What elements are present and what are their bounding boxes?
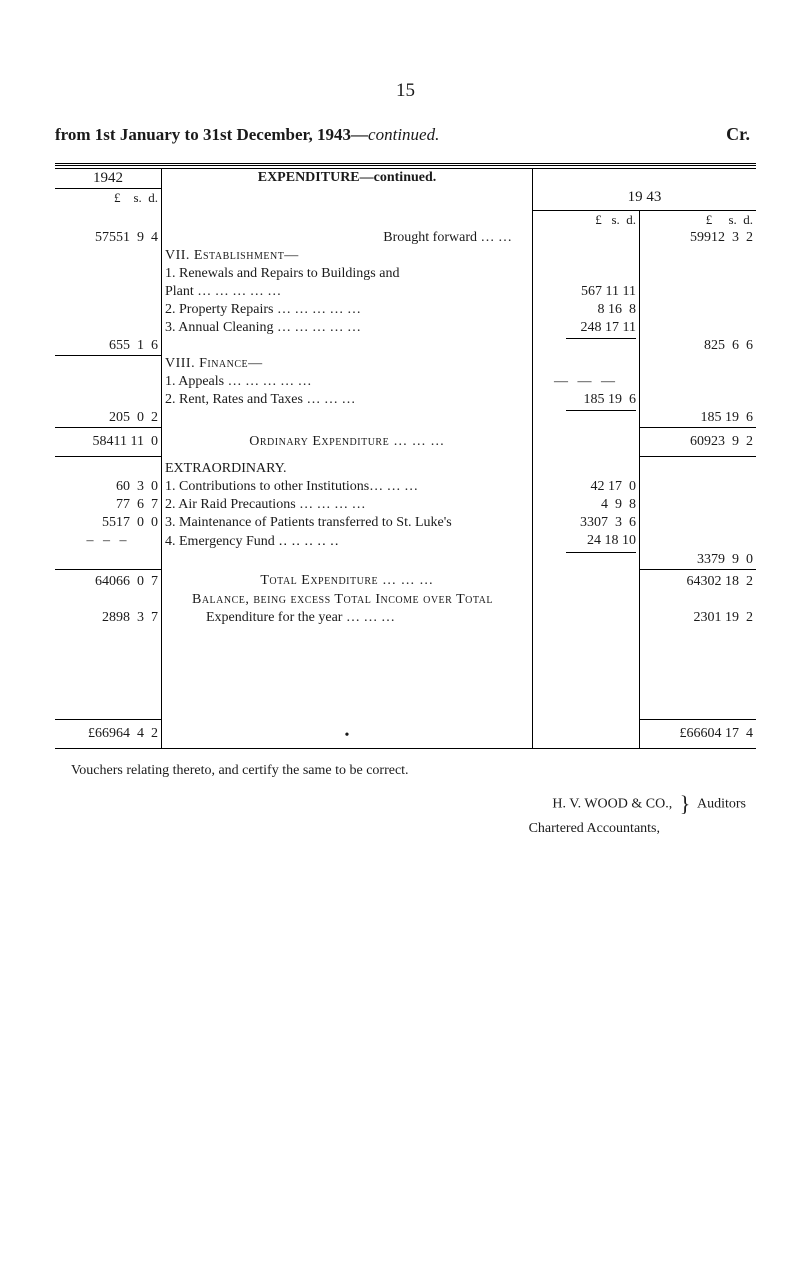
- amt-l-10: 2898 3 7: [55, 609, 162, 627]
- title-prefix: from 1st January to 31st December, 1943—: [55, 125, 368, 144]
- line-vii-1: 1. Renewals and Repairs to Buildings and: [162, 265, 533, 283]
- line-vii-2: 2. Property Repairs … … … … …: [162, 301, 533, 319]
- rule-sub-2: [566, 410, 636, 412]
- rule-sub-1: [566, 338, 636, 340]
- amt-l-5: 60 3 0: [55, 478, 162, 496]
- line-balance-2: Expenditure for the year … … …: [162, 609, 533, 627]
- vouchers-line: Vouchers relating thereto, and certify t…: [55, 763, 756, 779]
- amt-s-9: 24 18 10: [533, 532, 640, 551]
- line-viii: VIII. Finance—: [162, 355, 533, 373]
- year-left: 1942: [55, 169, 162, 189]
- amt-l-6: 77 6 7: [55, 496, 162, 514]
- ledger-table: 1942 EXPENDITURE—continued. £ s. d. 19 4…: [55, 169, 756, 749]
- line-vii-1b: Plant … … … … …: [162, 283, 533, 301]
- line-vii: VII. Establishment—: [162, 247, 533, 265]
- title-row: from 1st January to 31st December, 1943—…: [55, 124, 756, 145]
- amt-s-5: 185 19 6: [533, 391, 640, 409]
- line-vii-3: 3. Annual Cleaning … … … … …: [162, 319, 533, 337]
- auditor-name: H. V. WOOD & CO.,: [552, 796, 672, 811]
- amt-r-8: £66604 17 4: [640, 719, 757, 748]
- amt-l-9: 64066 0 7: [55, 569, 162, 591]
- line-ordinary: Ordinary Expenditure … … …: [162, 428, 533, 457]
- spacer-year: [533, 169, 757, 189]
- line-ex-1: 1. Contributions to other Institutions… …: [162, 478, 533, 496]
- amt-s-8: 3307 3 6: [533, 514, 640, 532]
- line-total-exp: Total Expenditure … … …: [162, 569, 533, 591]
- line-extraordinary: EXTRAORDINARY.: [162, 457, 533, 478]
- amt-l-4: 58411 11 0: [55, 428, 162, 457]
- amt-r-3: 185 19 6: [640, 409, 757, 428]
- title-continued: continued.: [368, 125, 439, 144]
- page-number: 15: [55, 80, 756, 102]
- lsd-header-left: £ s. d.: [55, 189, 162, 211]
- amt-l-8: – – –: [55, 532, 162, 551]
- amt-s-7: 4 9 8: [533, 496, 640, 514]
- amt-l-2: 655 1 6: [55, 337, 162, 356]
- amt-l-7: 5517 0 0: [55, 514, 162, 532]
- rule-sub-3: [566, 552, 636, 554]
- line-viii-1: 1. Appeals … … … … …: [162, 373, 533, 391]
- year-right: 19 43: [533, 189, 757, 211]
- amt-r-5: 3379 9 0: [640, 551, 757, 570]
- double-rule-top: [55, 163, 756, 166]
- section-title: EXPENDITURE—continued.: [162, 169, 533, 210]
- amt-r-4: 60923 9 2: [640, 428, 757, 457]
- amt-l-11: £66964 4 2: [55, 719, 162, 748]
- amt-l-1: 57551 9 4: [55, 229, 162, 247]
- amt-s-1: 567 11 11: [533, 283, 640, 301]
- bullet: •: [162, 719, 533, 748]
- amt-s-2: 8 16 8: [533, 301, 640, 319]
- amt-r-6: 64302 18 2: [640, 569, 757, 591]
- line-ex-3: 3. Maintenance of Patients transferred t…: [162, 514, 533, 532]
- brace-icon: }: [676, 791, 695, 816]
- line-ex-2: 2. Air Raid Precautions … … … …: [162, 496, 533, 514]
- auditors-block: H. V. WOOD & CO., } Auditors Chartered A…: [55, 789, 756, 839]
- lsd-header-right: £ s. d.: [640, 210, 757, 229]
- amt-s-4: — — —: [533, 373, 640, 391]
- line-viii-2: 2. Rent, Rates and Taxes … … …: [162, 391, 533, 409]
- amt-r-2: 825 6 6: [640, 337, 757, 356]
- auditor-role: Auditors: [697, 796, 746, 811]
- amt-s-6: 42 17 0: [533, 478, 640, 496]
- amt-l-3: 205 0 2: [55, 409, 162, 428]
- title-main: from 1st January to 31st December, 1943—…: [55, 125, 439, 145]
- auditor-sub: Chartered Accountants,: [529, 821, 746, 836]
- credit-label: Cr.: [726, 124, 756, 145]
- line-balance: Balance, being excess Total Income over …: [162, 591, 533, 609]
- amt-r-1: 59912 3 2: [640, 229, 757, 247]
- amt-r-7: 2301 19 2: [640, 609, 757, 627]
- line-brought-forward: Brought forward … …: [162, 229, 533, 247]
- lsd-header-sub: £ s. d.: [533, 210, 640, 229]
- amt-s-3: 248 17 11: [533, 319, 640, 337]
- line-ex-4: 4. Emergency Fund ‥ ‥ ‥ ‥ ‥: [162, 532, 533, 551]
